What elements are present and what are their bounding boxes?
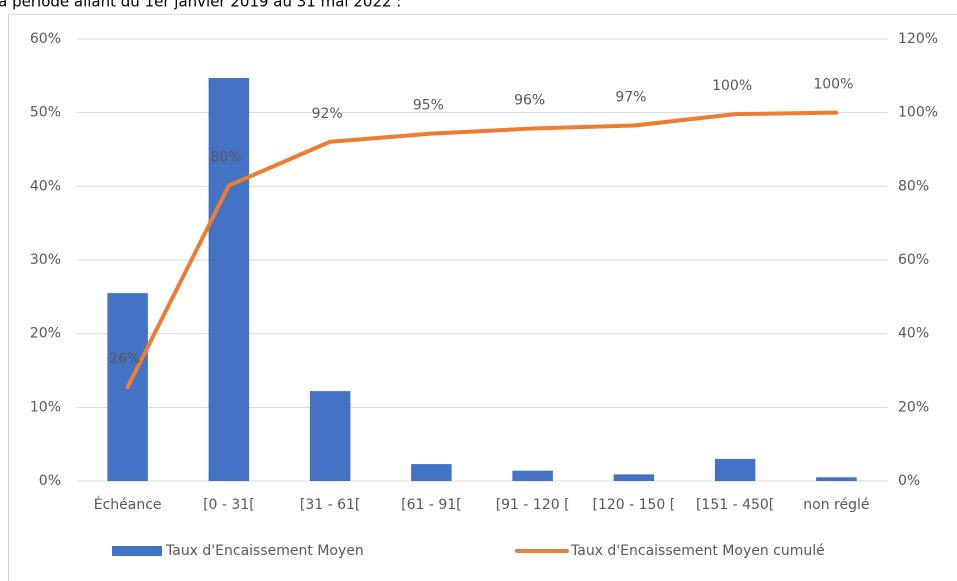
- y2-tick-label: 80%: [898, 178, 929, 194]
- header-text: la période allant du 1er janvier 2019 au…: [0, 0, 401, 11]
- y2-tick-label: 0%: [898, 473, 920, 489]
- data-label: 26%: [109, 351, 140, 367]
- y-tick-label: 40%: [30, 178, 61, 194]
- bar: [816, 477, 857, 481]
- y2-tick-label: 100%: [898, 105, 938, 121]
- x-tick-label: [120 - 150 [: [592, 497, 675, 513]
- x-tick-label: [31 - 61[: [300, 497, 361, 513]
- x-tick-label: [0 - 31[: [203, 497, 255, 513]
- x-tick-label: [91 - 120 [: [496, 497, 570, 513]
- data-label: 97%: [615, 90, 646, 106]
- y-tick-label: 60%: [30, 31, 61, 47]
- x-tick-label: Échéance: [94, 496, 162, 513]
- data-label: 95%: [413, 98, 444, 114]
- data-label: 80%: [210, 150, 241, 166]
- bar: [208, 78, 250, 481]
- y-tick-label: 50%: [30, 105, 61, 121]
- y2-tick-label: 120%: [898, 31, 938, 47]
- legend-swatch: [112, 546, 162, 556]
- y2-tick-label: 20%: [898, 399, 929, 415]
- bar: [309, 391, 351, 481]
- bar: [411, 464, 452, 481]
- y-tick-label: 30%: [30, 252, 61, 268]
- data-label: 92%: [312, 106, 343, 122]
- data-label: 96%: [514, 93, 545, 109]
- legend-label: Taux d'Encaissement Moyen cumulé: [570, 543, 825, 559]
- x-tick-label: non réglé: [803, 497, 869, 513]
- x-tick-label: [151 - 450[: [696, 497, 774, 513]
- bar: [714, 458, 756, 481]
- data-label: 100%: [712, 78, 752, 94]
- y-tick-label: 20%: [30, 326, 61, 342]
- y2-tick-label: 60%: [898, 252, 929, 268]
- y-tick-label: 0%: [39, 473, 61, 489]
- line-series: [125, 110, 839, 390]
- y2-tick-label: 40%: [898, 326, 929, 342]
- bar: [613, 474, 655, 481]
- x-tick-label: [61 - 91[: [401, 497, 462, 513]
- bar: [512, 470, 553, 481]
- legend-label: Taux d'Encaissement Moyen: [165, 543, 364, 559]
- y-tick-label: 10%: [30, 399, 61, 415]
- data-label: 100%: [813, 77, 853, 93]
